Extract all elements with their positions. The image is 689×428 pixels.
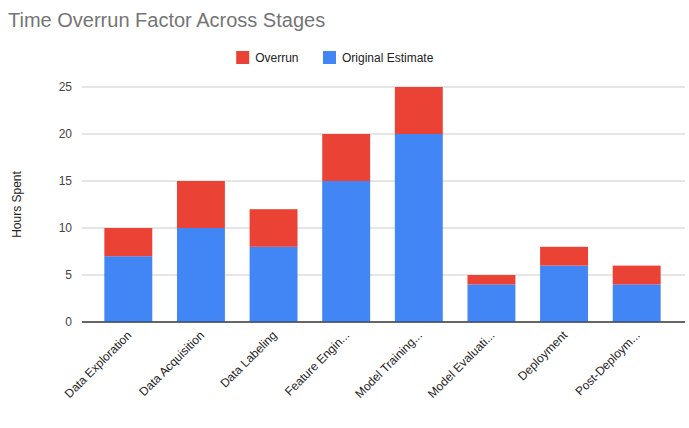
bars: [104, 87, 660, 322]
y-tick-label: 25: [59, 80, 73, 94]
chart-svg: Time Overrun Factor Across Stages Hours S…: [0, 0, 689, 428]
grid-line: [82, 134, 685, 135]
chart-container: Time Overrun Factor Across Stages Hours S…: [0, 0, 689, 428]
x-tick-label: Deployment: [515, 328, 571, 384]
grid-line: [82, 87, 685, 88]
bar-segment: [395, 87, 443, 134]
x-tick-label: Data Labeling: [217, 328, 279, 390]
bar-segment: [467, 284, 515, 322]
y-tick-label: 5: [65, 268, 72, 282]
bar-segment: [467, 275, 515, 284]
legend: Overrun Original Estimate: [236, 51, 433, 65]
bar-segment: [104, 228, 152, 256]
x-tick-label: Data Exploration: [62, 328, 135, 401]
legend-swatch: [236, 51, 249, 64]
x-tick-label: Data Acquisition: [136, 328, 207, 399]
y-tick-label: 10: [59, 221, 73, 235]
bar-segment: [250, 247, 298, 322]
bar-segment: [177, 181, 225, 228]
x-tick-label: Feature Engin...: [282, 328, 352, 398]
grid-line: [82, 228, 685, 229]
x-tick-label: Model Training...: [352, 328, 425, 401]
x-axis-line: [82, 322, 685, 323]
bar-segment: [250, 209, 298, 247]
grid-line: [82, 181, 685, 182]
bar-segment: [395, 134, 443, 322]
bar-segment: [322, 134, 370, 181]
legend-label: Original Estimate: [342, 51, 434, 65]
bar-segment: [613, 284, 661, 322]
x-tick-label: Post-Deploym...: [573, 328, 643, 398]
x-tick-label: Model Evaluati...: [425, 328, 498, 401]
y-tick-label: 0: [65, 315, 72, 329]
y-tick-label: 20: [59, 127, 73, 141]
bar-segment: [322, 181, 370, 322]
y-axis-label: Hours Spent: [10, 170, 24, 237]
grid-line: [82, 275, 685, 276]
y-tick-label: 15: [59, 174, 73, 188]
legend-swatch: [323, 51, 336, 64]
bar-segment: [540, 266, 588, 322]
bar-segment: [540, 247, 588, 266]
legend-label: Overrun: [255, 51, 298, 65]
bar-segment: [177, 228, 225, 322]
bar-segment: [613, 266, 661, 285]
bar-segment: [104, 256, 152, 322]
grid-line: [82, 322, 685, 323]
chart-title: Time Overrun Factor Across Stages: [8, 9, 325, 31]
